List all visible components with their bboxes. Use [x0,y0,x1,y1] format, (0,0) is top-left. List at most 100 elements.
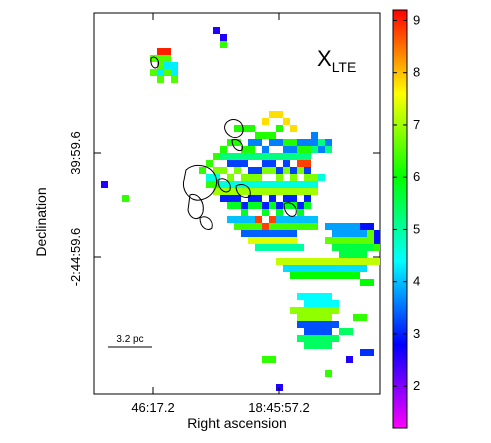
map-cell [234,216,241,223]
map-cell [297,216,304,223]
map-cell [157,69,164,76]
map-cell [262,237,269,244]
map-cell [241,188,248,195]
map-cell [360,314,367,321]
map-cell [353,223,360,230]
map-cell [325,321,332,328]
map-cell [234,167,241,174]
map-cell [206,160,213,167]
map-cell [199,167,206,174]
map-cell [332,307,339,314]
map-cell [276,139,283,146]
map-cell [304,328,311,335]
map-cell [346,265,353,272]
map-cell [283,139,290,146]
map-cell [367,230,374,237]
map-cell [262,202,269,209]
map-cell [255,230,262,237]
map-cell [318,146,325,153]
map-cell [325,342,332,349]
map-cell [297,335,304,342]
map-cell [325,258,332,265]
map-cell [353,244,360,251]
map-cell [164,48,171,55]
map-cell [220,41,227,48]
contours [150,56,297,231]
map-cell [262,160,269,167]
map-cell [255,153,262,160]
map-cell [290,167,297,174]
map-cell [255,195,262,202]
map-cell [227,160,234,167]
map-cell [304,181,311,188]
map-cell [101,181,108,188]
map-cell [297,244,304,251]
contour-5 [187,193,204,219]
map-cell [318,307,325,314]
map-cell [269,237,276,244]
map-cell [269,188,276,195]
map-cell [311,314,318,321]
map-cell [311,272,318,279]
map-cell [297,188,304,195]
map-cell [248,188,255,195]
contour-8 [235,183,251,199]
map-cell [297,258,304,265]
map-cell [269,356,276,363]
map-cell [304,342,311,349]
map-cell [332,265,339,272]
map-cell [325,314,332,321]
map-cell [318,265,325,272]
colorbar-tick-label: 4 [413,274,420,289]
map-cell [248,237,255,244]
map-cell [234,160,241,167]
map-cell [318,335,325,342]
map-cell [381,258,388,265]
map-cell [339,223,346,230]
map-cell [297,167,304,174]
map-cell [360,349,367,356]
map-cell [157,76,164,83]
map-cell [353,272,360,279]
map-cell [318,314,325,321]
map-cell [241,174,248,181]
map-cell [311,139,318,146]
map-cell [346,230,353,237]
map-cell [276,237,283,244]
map-cell [297,223,304,230]
map-cell [353,251,360,258]
map-cell [283,244,290,251]
colorbar-tick-label: 5 [413,221,420,236]
y-tick-marks [94,152,380,258]
map-cell [241,209,248,216]
map-cell [325,272,332,279]
map-cell [283,167,290,174]
map-cell [339,251,346,258]
map-cell [164,69,171,76]
map-cell [213,153,220,160]
map-cell [206,174,213,181]
map-cell [332,258,339,265]
map-cell [304,265,311,272]
map-cell [248,223,255,230]
map-cell [276,230,283,237]
map-cell [325,370,332,377]
map-cell [325,328,332,335]
map-cell [262,132,269,139]
map-cell [297,314,304,321]
map-cell [304,174,311,181]
map-cell [171,62,178,69]
map-cell [255,132,262,139]
map-cell [297,209,304,216]
map-cell [262,230,269,237]
map-cell [290,272,297,279]
map-cell [311,335,318,342]
map-cell [318,321,325,328]
x-tick-label-1: 46:17.2 [131,400,174,415]
map-cell [283,230,290,237]
map-cell [283,188,290,195]
map-cell [297,153,304,160]
map-cell [262,223,269,230]
map-cell [332,335,339,342]
map-cell [332,244,339,251]
